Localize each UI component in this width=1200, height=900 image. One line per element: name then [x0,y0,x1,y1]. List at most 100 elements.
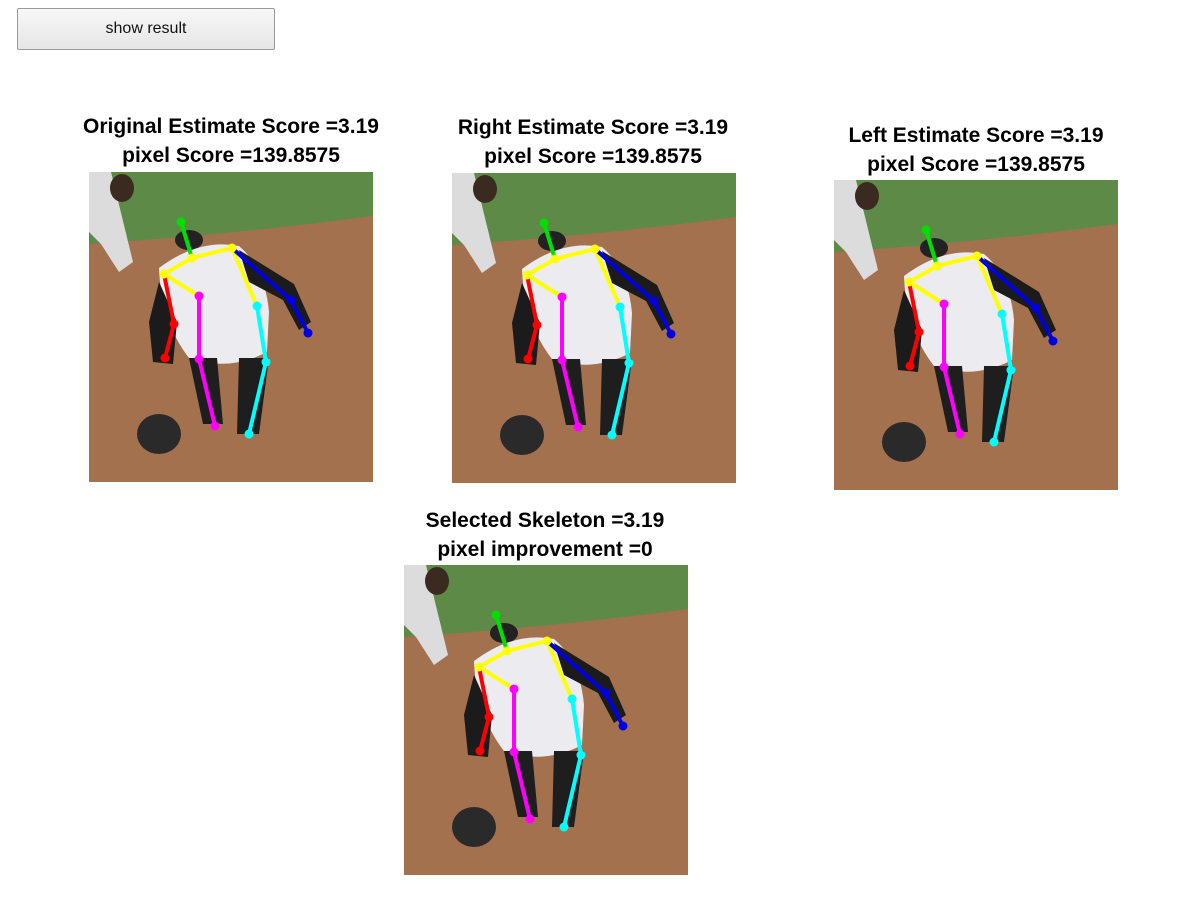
skeleton-bone-rsh-relb [477,665,491,719]
skeleton-joint-rknee [939,362,949,372]
skeleton-joint-neck [502,646,512,656]
skeleton-joint-rsh [159,269,169,279]
skeleton-bone-neck-rsh [477,649,509,669]
skeleton-joint-head [491,610,501,620]
skeleton-joint-rwr [160,353,170,363]
background-player [452,173,496,273]
skeleton-joint-lankle [559,822,569,832]
skeleton-joint-lknee [624,358,634,368]
skeleton-bone-lsh-lelb [593,247,656,303]
skeleton-bone-neck-lsh [935,254,979,268]
background-glove [425,567,449,595]
player-mitt [137,414,181,454]
skeleton-bone-rsh-rhip [525,273,564,299]
skeleton-joint-rhip [939,299,949,309]
skeleton-bone-lknee-lankle [992,368,1013,444]
skeleton-bone-rsh-rhip [477,665,516,691]
background-player [89,172,133,272]
skeleton-joint-lhip [997,309,1007,319]
skeleton-joint-lelb [1031,303,1041,313]
skeleton-joint-lsh [227,243,237,253]
player-cap [538,231,566,251]
skeleton-joint-lknee [1006,365,1016,375]
selected-skeleton-title: Selected Skeleton =3.19 [425,509,665,532]
skeleton-joint-lankle [989,437,999,447]
selected-pose-image [404,565,688,875]
skeleton-joint-lelb [286,295,296,305]
original-estimate-panel: Original Estimate Score =3.19 pixel Scor… [51,112,411,482]
skeleton-joint-lankle [244,429,254,439]
skeleton-bone-head-neck [494,613,509,653]
skeleton-bone-head-neck [179,220,194,260]
skeleton-joint-lsh [542,636,552,646]
skeleton-joint-relb [532,320,542,330]
skeleton-bone-relb-rwr [908,330,921,368]
skeleton-bone-rsh-relb [162,272,176,326]
skeleton-joint-rknee [509,747,519,757]
right-estimate-panel: Right Estimate Score =3.19 pixel Score =… [413,113,773,483]
skeleton-bone-lhip-lknee [570,697,583,757]
skeleton-joint-head [176,217,186,227]
skeleton-joint-head [539,218,549,228]
background-glove [110,174,134,202]
right-pose-image [452,173,736,483]
player-mitt [500,415,544,455]
skeleton-bone-relb-rwr [478,715,491,753]
skeleton-joint-lelb [601,688,611,698]
skeleton-joint-lelb [649,296,659,306]
original-pose-image [89,172,373,482]
player-cap [175,230,203,250]
skeleton-bone-rknee-rankle [942,365,962,436]
skeleton-joint-rhip [509,684,519,694]
skeleton-bone-rsh-relb [907,280,921,334]
background-glove [855,182,879,210]
skeleton-joint-head [921,225,931,235]
background-glove [473,175,497,203]
skeleton-joint-lsh [590,244,600,254]
skeleton-joint-rsh [904,277,914,287]
skeleton-joint-rankle [525,814,535,824]
left-pose-image [834,180,1118,490]
skeleton-joint-neck [187,253,197,263]
grass-strip [452,173,736,245]
skeleton-bone-relb-rwr [526,323,539,361]
skeleton-joint-lwr [1048,336,1058,346]
skeleton-bone-lhip-lknee [1000,312,1013,372]
skeleton-joint-rknee [194,354,204,364]
skeleton-bone-lsh-lelb [545,639,608,695]
skeleton-bone-lelb-lwr [652,299,673,336]
skeleton-bone-lsh-lhip [545,639,574,701]
skeleton-bone-lsh-lhip [230,246,259,308]
skeleton-bone-rsh-rhip [907,280,946,306]
original-pixel-score: pixel Score =139.8575 [122,144,340,167]
skeleton-bone-rknee-rankle [197,357,217,428]
skeleton-bone-lsh-lelb [975,254,1038,310]
show-result-button[interactable]: show result [17,8,275,50]
skeleton-bone-neck-lsh [505,639,549,653]
skeleton-joint-lankle [607,430,617,440]
skeleton-joint-rknee [557,355,567,365]
grass-strip [834,180,1118,252]
pixel-improvement-label: pixel improvement =0 [437,538,653,561]
skeleton-joint-rsh [522,270,532,280]
skeleton-bone-lsh-lhip [975,254,1004,316]
skeleton-joint-lhip [567,694,577,704]
skeleton-bone-rsh-relb [525,273,539,327]
skeleton-joint-relb [169,319,179,329]
skeleton-joint-rankle [573,422,583,432]
skeleton-joint-neck [550,254,560,264]
grass-strip [404,565,688,637]
player-cap [920,238,948,258]
player-mitt [882,422,926,462]
skeleton-bone-lknee-lankle [247,360,268,436]
skeleton-joint-rwr [905,361,915,371]
selected-skeleton-panel: Selected Skeleton =3.19 pixel improvemen… [365,506,725,875]
skeleton-joint-neck [932,261,942,271]
skeleton-bone-lknee-lankle [562,753,583,829]
background-player [834,180,878,280]
left-pixel-score: pixel Score =139.8575 [867,153,1085,176]
skeleton-joint-lhip [252,301,262,311]
skeleton-joint-rwr [475,746,485,756]
skeleton-joint-rsh [474,662,484,672]
right-pixel-score: pixel Score =139.8575 [484,145,702,168]
